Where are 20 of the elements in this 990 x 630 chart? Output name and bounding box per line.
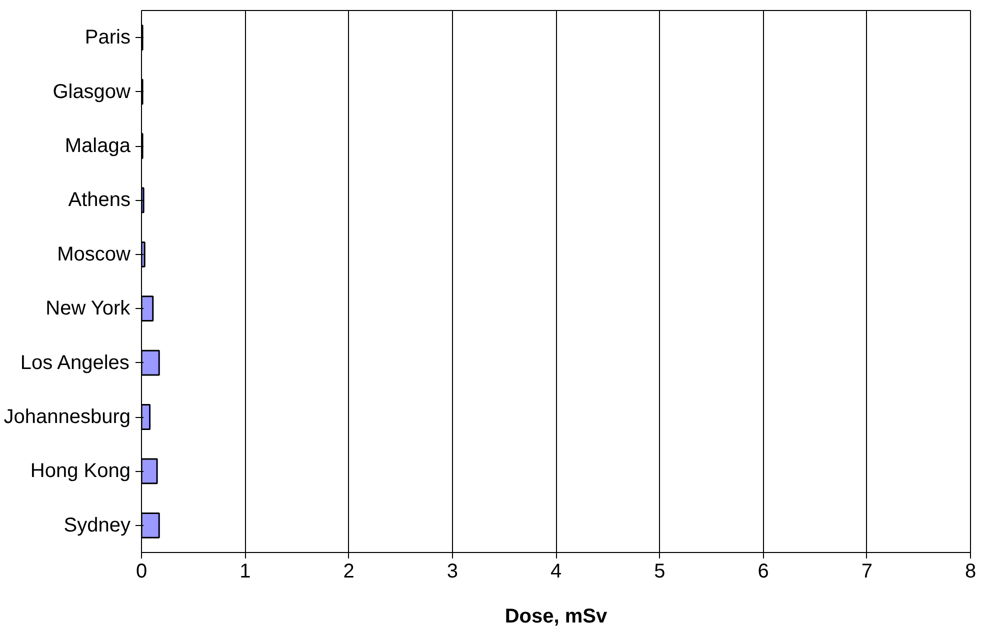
x-tick-label: 6 — [758, 560, 769, 582]
y-tick-label: Malaga — [64, 135, 132, 157]
y-tick-label: Los Angeles — [20, 352, 130, 374]
x-tick-label: 0 — [136, 560, 148, 582]
x-tick-label: 4 — [550, 560, 562, 582]
y-tick-label: Athens — [68, 189, 130, 212]
x-tick-label: 7 — [861, 560, 872, 582]
y-tick-label: Glasgow — [52, 80, 132, 103]
y-tick-label: Johannesburg — [4, 406, 131, 428]
x-tick-label: 1 — [240, 560, 251, 582]
x-tick-label: 3 — [446, 560, 458, 582]
y-tick-label: Hong Kong — [30, 460, 130, 482]
y-tick-label: Paris — [84, 26, 131, 49]
y-tick-label: New York — [46, 298, 132, 320]
y-tick-label: Moscow — [57, 243, 132, 266]
x-axis-title: Dose, mSv — [504, 606, 608, 628]
x-tick-label: 2 — [343, 560, 354, 582]
y-tick-label: Sydney — [64, 514, 131, 536]
x-tick-label: 8 — [964, 560, 976, 582]
x-tick-label: 5 — [654, 560, 666, 582]
